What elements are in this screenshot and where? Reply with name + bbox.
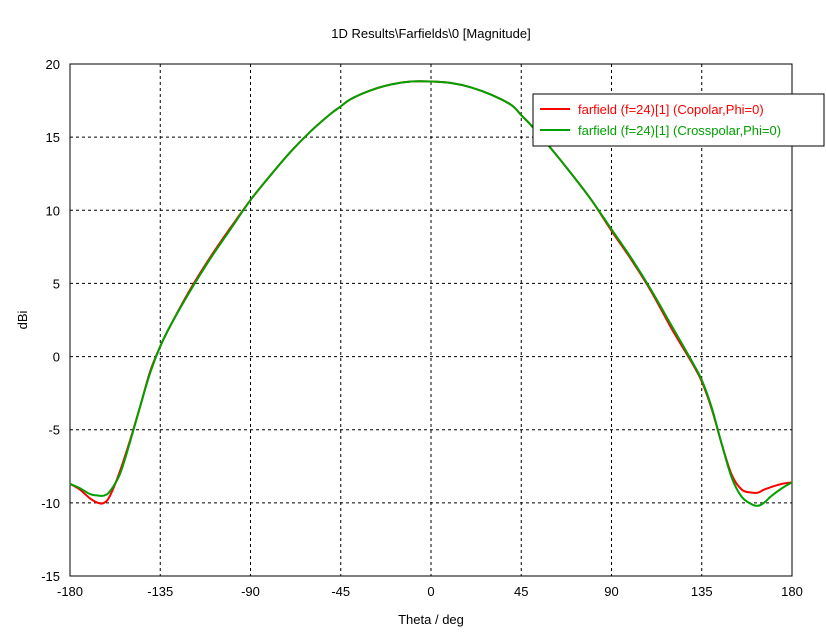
legend-box (532, 93, 825, 147)
x-tick-label: -45 (331, 584, 350, 599)
x-tick-label: 45 (514, 584, 528, 599)
series-line-crosspolar (69, 80, 793, 507)
y-tick-label: 0 (53, 350, 60, 365)
y-tick-label: 15 (46, 130, 60, 145)
legend-label: farfield (f=24)[1] (Crosspolar,Phi=0) (578, 123, 781, 138)
x-tick-label: -90 (241, 584, 260, 599)
x-tick-label: -135 (147, 584, 173, 599)
y-tick-label: 10 (46, 203, 60, 218)
y-tick-label: 20 (46, 57, 60, 72)
x-tick-label: 90 (604, 584, 618, 599)
y-axis-label: dBi (15, 310, 30, 329)
x-tick-labels: -180 -135 -90 -45 0 45 90 135 180 (57, 584, 803, 599)
y-tick-labels: -15 -10 -5 0 5 10 15 20 (41, 57, 60, 584)
chart-title: 1D Results\Farfields\0 [Magnitude] (331, 26, 530, 41)
x-tick-label: 180 (781, 584, 803, 599)
legend: farfield (f=24)[1] (Copolar,Phi=0) farfie… (532, 93, 825, 147)
x-axis-label: Theta / deg (398, 612, 464, 627)
x-tick-label: -180 (57, 584, 83, 599)
y-tick-label: -10 (41, 496, 60, 511)
x-tick-label: 0 (427, 584, 434, 599)
x-tick-label: 135 (691, 584, 713, 599)
series-lines (69, 80, 793, 507)
y-tick-label: 5 (53, 276, 60, 291)
y-tick-label: -5 (48, 423, 60, 438)
y-tick-label: -15 (41, 569, 60, 584)
legend-label: farfield (f=24)[1] (Copolar,Phi=0) (578, 102, 764, 117)
plot-frame (69, 63, 793, 577)
